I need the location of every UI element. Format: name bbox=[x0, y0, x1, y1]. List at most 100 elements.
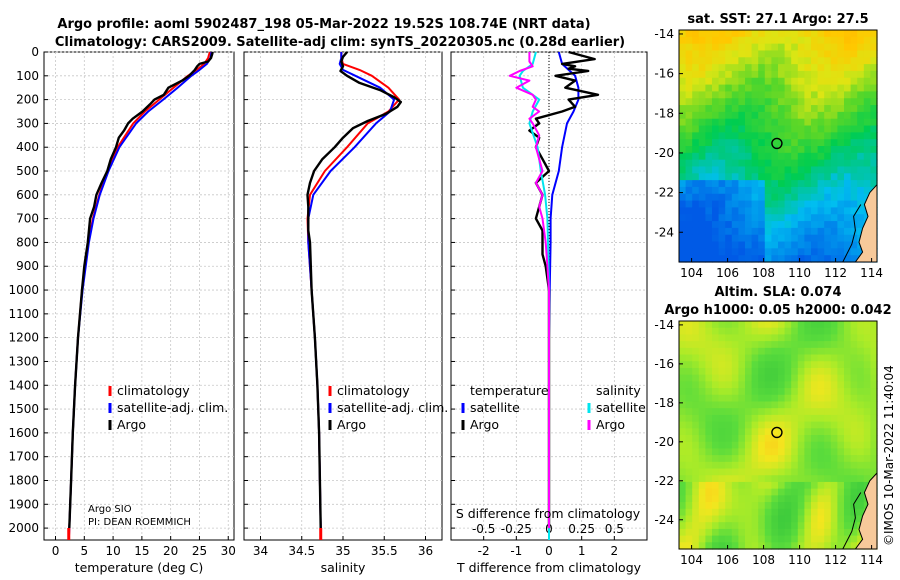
map-cell bbox=[824, 57, 832, 65]
map-cell bbox=[712, 488, 720, 496]
map-cell bbox=[870, 381, 878, 389]
map-cell bbox=[679, 388, 687, 396]
map-cell bbox=[745, 241, 753, 249]
map-cell bbox=[811, 414, 819, 423]
map-cell bbox=[725, 159, 733, 168]
map-cell bbox=[751, 214, 759, 222]
map-cell bbox=[698, 91, 706, 99]
map-cell bbox=[811, 234, 819, 243]
map-cell bbox=[731, 64, 739, 72]
map-cell bbox=[870, 70, 878, 79]
map-cell bbox=[817, 461, 825, 470]
salinity-panel: 34 34.5 35 35.5 36salinityclimatologysatelli… bbox=[243, 51, 448, 575]
map-cell bbox=[837, 448, 845, 456]
map-cell bbox=[738, 98, 746, 106]
map-cell bbox=[758, 105, 766, 113]
map-cell bbox=[718, 468, 726, 476]
map-cell bbox=[685, 207, 693, 215]
map-cell bbox=[731, 139, 739, 147]
map-cell bbox=[698, 421, 706, 429]
map-cell bbox=[738, 221, 746, 229]
map-cell bbox=[685, 428, 693, 436]
map-cell bbox=[797, 347, 805, 356]
map-cell bbox=[758, 70, 766, 79]
map-cell bbox=[778, 152, 786, 161]
map-cell bbox=[850, 522, 858, 530]
map-cell bbox=[791, 475, 799, 483]
x-tick-label: 0 bbox=[545, 544, 553, 558]
map-cell bbox=[679, 542, 687, 550]
map-cell bbox=[863, 435, 871, 443]
map-cell bbox=[863, 50, 871, 58]
map-cell bbox=[718, 488, 726, 496]
map-cell bbox=[784, 455, 792, 463]
map-cell bbox=[844, 394, 852, 403]
map-cell bbox=[764, 321, 772, 329]
map-cell bbox=[817, 408, 825, 416]
map-cell bbox=[725, 180, 733, 188]
map-cell bbox=[725, 77, 733, 86]
map-cell bbox=[738, 394, 746, 403]
map-cell bbox=[712, 388, 720, 396]
map-cell bbox=[857, 64, 865, 72]
map-cell bbox=[712, 159, 720, 168]
map-cell bbox=[797, 341, 805, 349]
map-cell bbox=[771, 361, 779, 369]
map-cell bbox=[784, 214, 792, 222]
map-cell bbox=[692, 70, 700, 79]
map-cell bbox=[784, 234, 792, 243]
map-cell bbox=[817, 43, 825, 52]
map-cell bbox=[705, 421, 713, 429]
map-cell bbox=[804, 77, 812, 86]
map-cell bbox=[764, 36, 772, 45]
map-cell bbox=[731, 111, 739, 120]
map-cell bbox=[738, 495, 746, 503]
map-cell bbox=[705, 57, 713, 65]
map-cell bbox=[731, 91, 739, 99]
map-cell bbox=[705, 448, 713, 456]
map-cell bbox=[850, 98, 858, 106]
map-cell bbox=[824, 255, 832, 263]
map-cell bbox=[725, 394, 733, 403]
map-cell bbox=[758, 488, 766, 496]
map-cell bbox=[870, 152, 878, 161]
map-frame bbox=[678, 320, 878, 550]
map-cell bbox=[751, 105, 759, 113]
map-cell bbox=[791, 414, 799, 423]
map-cell bbox=[764, 221, 772, 229]
map-cell bbox=[705, 515, 713, 523]
map-cell bbox=[837, 132, 845, 140]
map-cell bbox=[778, 468, 786, 476]
map-cell bbox=[830, 495, 838, 503]
map-cell bbox=[784, 401, 792, 409]
map-cell bbox=[771, 180, 779, 188]
map-cell bbox=[758, 132, 766, 140]
map-cell bbox=[751, 515, 759, 523]
map-cell bbox=[844, 388, 852, 396]
map-cell bbox=[850, 186, 858, 195]
map-cell bbox=[778, 535, 786, 543]
map-cell bbox=[731, 193, 739, 202]
map-cell bbox=[811, 186, 819, 195]
map-cell bbox=[791, 64, 799, 72]
map-cell bbox=[811, 542, 819, 550]
map-cell bbox=[804, 146, 812, 154]
map-cell bbox=[837, 118, 845, 127]
map-cell bbox=[824, 408, 832, 416]
map-cell bbox=[824, 30, 832, 38]
map-cell bbox=[679, 394, 687, 403]
map-cell bbox=[817, 111, 825, 120]
map-cell bbox=[778, 64, 786, 72]
map-cell bbox=[797, 248, 805, 256]
map-cell bbox=[758, 36, 766, 45]
map-cell bbox=[712, 186, 720, 195]
map-cell bbox=[791, 334, 799, 342]
map-cell bbox=[797, 361, 805, 369]
map-cell bbox=[745, 152, 753, 161]
map-cell bbox=[764, 84, 772, 93]
map-cell bbox=[692, 255, 700, 263]
map-cell bbox=[725, 475, 733, 483]
map-cell bbox=[778, 354, 786, 362]
map-cell bbox=[857, 461, 865, 470]
map-cell bbox=[863, 388, 871, 396]
